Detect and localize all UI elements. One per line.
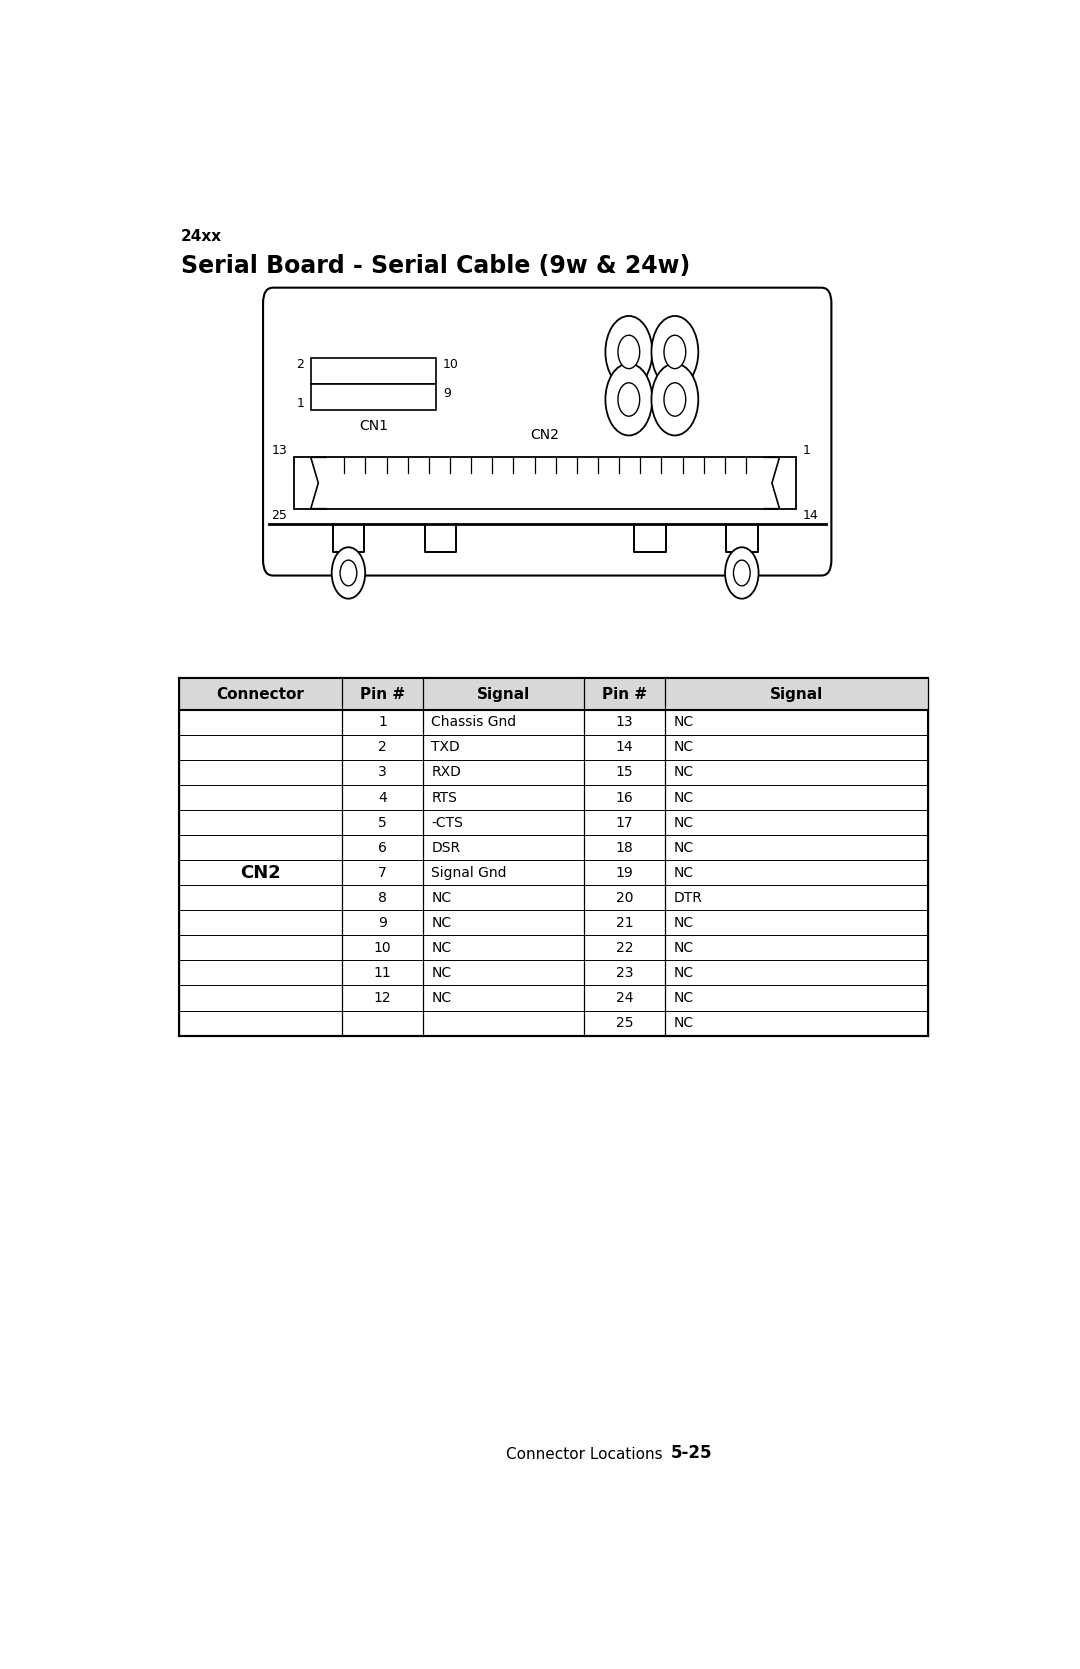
Text: NC: NC xyxy=(674,741,693,754)
Circle shape xyxy=(725,547,758,599)
Text: 24: 24 xyxy=(616,991,634,1005)
Text: NC: NC xyxy=(674,916,693,930)
Text: 16: 16 xyxy=(616,791,634,804)
Text: 1: 1 xyxy=(802,444,811,457)
Circle shape xyxy=(651,315,699,387)
Text: NC: NC xyxy=(431,891,451,905)
Text: 8: 8 xyxy=(378,891,387,905)
Bar xyxy=(178,678,929,1035)
Text: NC: NC xyxy=(674,841,693,855)
Text: 25: 25 xyxy=(616,1016,634,1030)
Circle shape xyxy=(618,382,639,416)
Text: 21: 21 xyxy=(616,916,634,930)
Text: NC: NC xyxy=(431,991,451,1005)
Text: 5-25: 5-25 xyxy=(671,1444,712,1462)
Circle shape xyxy=(340,561,356,586)
Circle shape xyxy=(332,547,365,599)
Text: Signal Gnd: Signal Gnd xyxy=(431,866,507,880)
Text: NC: NC xyxy=(431,966,451,980)
Text: NC: NC xyxy=(674,1016,693,1030)
Text: RTS: RTS xyxy=(431,791,457,804)
Circle shape xyxy=(606,315,652,387)
Text: NC: NC xyxy=(674,716,693,729)
Text: 1: 1 xyxy=(296,397,305,411)
Text: Connector Locations: Connector Locations xyxy=(507,1447,671,1462)
Text: Pin #: Pin # xyxy=(603,686,647,701)
Text: NC: NC xyxy=(431,916,451,930)
Text: DSR: DSR xyxy=(431,841,460,855)
Text: 13: 13 xyxy=(271,444,287,457)
Bar xyxy=(311,359,436,384)
Text: TXD: TXD xyxy=(431,741,460,754)
Text: Connector: Connector xyxy=(216,686,305,701)
Text: 13: 13 xyxy=(616,716,634,729)
Text: 14: 14 xyxy=(802,509,819,522)
Text: Pin #: Pin # xyxy=(360,686,405,701)
Text: 5: 5 xyxy=(378,816,387,829)
Bar xyxy=(311,384,436,411)
FancyBboxPatch shape xyxy=(264,287,832,576)
Text: Serial Board - Serial Cable (9w & 24w): Serial Board - Serial Cable (9w & 24w) xyxy=(181,254,690,279)
Text: 10: 10 xyxy=(374,941,391,955)
Text: 23: 23 xyxy=(616,966,634,980)
Text: NC: NC xyxy=(431,941,451,955)
Text: Signal: Signal xyxy=(770,686,823,701)
Text: 24xx: 24xx xyxy=(181,229,222,244)
Text: 4: 4 xyxy=(378,791,387,804)
Text: 6: 6 xyxy=(378,841,387,855)
Text: 1: 1 xyxy=(378,716,387,729)
Text: 2: 2 xyxy=(378,741,387,754)
Text: 2: 2 xyxy=(296,359,305,371)
Text: Chassis Gnd: Chassis Gnd xyxy=(431,716,516,729)
Text: 15: 15 xyxy=(616,766,634,779)
Text: 20: 20 xyxy=(616,891,634,905)
Bar xyxy=(294,457,796,509)
Circle shape xyxy=(664,382,686,416)
Text: Signal: Signal xyxy=(477,686,530,701)
Text: NC: NC xyxy=(674,816,693,829)
Text: 14: 14 xyxy=(616,741,634,754)
Text: 25: 25 xyxy=(271,509,287,522)
Text: DTR: DTR xyxy=(674,891,702,905)
Text: 11: 11 xyxy=(374,966,391,980)
Text: NC: NC xyxy=(674,991,693,1005)
Text: 12: 12 xyxy=(374,991,391,1005)
Text: 10: 10 xyxy=(443,359,459,371)
Text: 17: 17 xyxy=(616,816,634,829)
Circle shape xyxy=(618,335,639,369)
Text: NC: NC xyxy=(674,941,693,955)
Text: RXD: RXD xyxy=(431,766,461,779)
Circle shape xyxy=(651,364,699,436)
Text: NC: NC xyxy=(674,791,693,804)
Text: 19: 19 xyxy=(616,866,634,880)
Text: 7: 7 xyxy=(378,866,387,880)
Circle shape xyxy=(733,561,751,586)
Text: 9: 9 xyxy=(378,916,387,930)
Text: NC: NC xyxy=(674,766,693,779)
Text: NC: NC xyxy=(674,966,693,980)
Text: 22: 22 xyxy=(616,941,634,955)
Text: 9: 9 xyxy=(443,387,450,399)
Circle shape xyxy=(664,335,686,369)
Bar xyxy=(178,678,929,709)
Text: CN2: CN2 xyxy=(240,865,281,881)
Circle shape xyxy=(606,364,652,436)
Text: 3: 3 xyxy=(378,766,387,779)
Text: 18: 18 xyxy=(616,841,634,855)
Text: CN1: CN1 xyxy=(359,419,388,432)
Text: CN2: CN2 xyxy=(530,427,559,442)
Text: -CTS: -CTS xyxy=(431,816,463,829)
Text: NC: NC xyxy=(674,866,693,880)
